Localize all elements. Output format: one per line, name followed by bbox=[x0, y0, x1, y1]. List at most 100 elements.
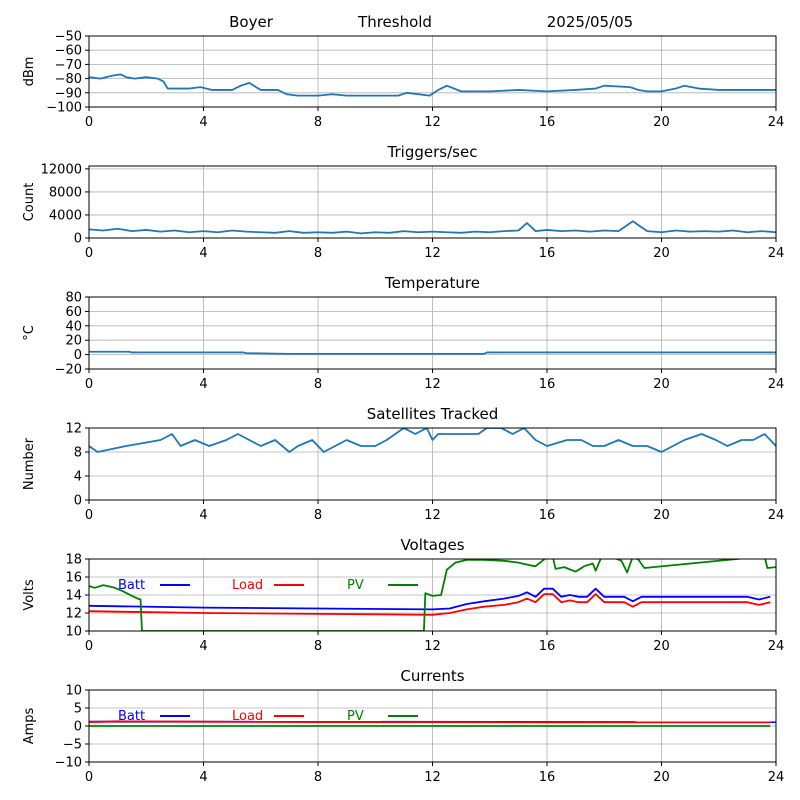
series-line-pv bbox=[89, 559, 776, 631]
y-tick-label: 0 bbox=[74, 232, 82, 247]
x-tick-label: 0 bbox=[85, 246, 93, 261]
y-axis-label: dBm bbox=[22, 57, 37, 87]
x-tick-label: 12 bbox=[424, 115, 441, 130]
x-tick-label: 24 bbox=[768, 639, 785, 654]
y-tick-label: 0 bbox=[74, 348, 82, 363]
y-tick-label: 80 bbox=[65, 291, 82, 306]
x-tick-label: 4 bbox=[199, 770, 207, 785]
y-tick-label: 10 bbox=[65, 684, 82, 699]
x-tick-label: 12 bbox=[424, 639, 441, 654]
y-tick-label: 4000 bbox=[49, 208, 82, 223]
y-tick-label: 0 bbox=[74, 494, 82, 509]
y-tick-label: 8000 bbox=[49, 185, 82, 200]
x-tick-label: 16 bbox=[539, 639, 556, 654]
x-tick-label: 0 bbox=[85, 377, 93, 392]
legend-label-load: Load bbox=[232, 709, 263, 724]
y-tick-label: −10 bbox=[55, 756, 82, 771]
y-tick-label: 8 bbox=[74, 446, 82, 461]
series-line-load bbox=[89, 720, 771, 724]
panel-currents: 0 4 8 12 16 20 24 −10 −5 0 5 10 Currents Amps Batt Load… bbox=[22, 667, 784, 785]
y-tick-label: 10 bbox=[65, 625, 82, 640]
x-tick-label: 4 bbox=[199, 508, 207, 523]
series-line-0 bbox=[89, 220, 776, 235]
y-tick-label: 14 bbox=[65, 589, 82, 604]
y-tick-label: −70 bbox=[55, 58, 82, 73]
y-axis-label: Number bbox=[22, 437, 37, 490]
x-tick-label: 24 bbox=[768, 115, 785, 130]
chart-title: Voltages bbox=[400, 536, 464, 554]
x-tick-label: 8 bbox=[314, 115, 322, 130]
series-line-load bbox=[89, 593, 771, 616]
y-tick-label: 40 bbox=[65, 319, 82, 334]
chart-title: Satellites Tracked bbox=[367, 405, 498, 423]
x-tick-label: 8 bbox=[314, 508, 322, 523]
x-tick-label: 24 bbox=[768, 508, 785, 523]
header-label: Threshold bbox=[357, 13, 432, 31]
legend-label-pv: PV bbox=[347, 578, 364, 593]
y-tick-label: 16 bbox=[65, 571, 82, 586]
y-axis-label: Volts bbox=[22, 579, 37, 611]
x-tick-label: 20 bbox=[653, 115, 670, 130]
legend-label-batt: Batt bbox=[118, 578, 145, 593]
x-tick-label: 20 bbox=[653, 246, 670, 261]
x-tick-label: 4 bbox=[199, 377, 207, 392]
x-tick-label: 16 bbox=[539, 246, 556, 261]
x-tick-label: 20 bbox=[653, 770, 670, 785]
x-tick-label: 16 bbox=[539, 770, 556, 785]
chart-title: Currents bbox=[400, 667, 464, 685]
x-tick-label: 8 bbox=[314, 377, 322, 392]
x-tick-label: 12 bbox=[424, 377, 441, 392]
x-tick-label: 16 bbox=[539, 115, 556, 130]
panel-voltages: 0 4 8 12 16 20 24 10 12 14 16 18 Voltages Volts Batt Lo… bbox=[22, 536, 784, 654]
x-tick-label: 20 bbox=[653, 377, 670, 392]
x-tick-label: 4 bbox=[199, 246, 207, 261]
panel-triggers: 0 4 8 12 16 20 24 0 4000 8000 12000 Triggers/sec Cou… bbox=[22, 143, 784, 261]
header-station: Boyer bbox=[229, 13, 274, 31]
legend-label-load: Load bbox=[232, 578, 263, 593]
series-line-0 bbox=[89, 350, 776, 355]
series-line-0 bbox=[89, 428, 776, 453]
series-line-batt bbox=[89, 587, 771, 611]
series-line-0 bbox=[89, 73, 776, 97]
panel-signal: 0 4 8 12 16 20 24 −100−90−80−70−60−50 dBm bbox=[22, 30, 784, 131]
y-tick-label: 0 bbox=[74, 720, 82, 735]
x-tick-label: 12 bbox=[424, 770, 441, 785]
x-tick-label: 16 bbox=[539, 377, 556, 392]
legend-label-batt: Batt bbox=[118, 709, 145, 724]
chart-title: Triggers/sec bbox=[387, 143, 478, 161]
x-tick-label: 0 bbox=[85, 508, 93, 523]
x-tick-label: 0 bbox=[85, 639, 93, 654]
y-tick-label: 5 bbox=[74, 702, 82, 717]
y-tick-label: 4 bbox=[74, 470, 82, 485]
x-tick-label: 0 bbox=[85, 115, 93, 130]
y-tick-label: −20 bbox=[55, 363, 82, 378]
y-axis-label: Count bbox=[22, 183, 37, 222]
x-tick-label: 16 bbox=[539, 508, 556, 523]
y-tick-label: 12 bbox=[65, 607, 82, 622]
y-tick-label: 18 bbox=[65, 553, 82, 568]
y-tick-label: −5 bbox=[63, 738, 82, 753]
x-tick-label: 8 bbox=[314, 770, 322, 785]
x-tick-label: 12 bbox=[424, 246, 441, 261]
y-tick-label: 60 bbox=[65, 305, 82, 320]
x-tick-label: 12 bbox=[424, 508, 441, 523]
chart-title: Temperature bbox=[384, 274, 480, 292]
x-tick-label: 4 bbox=[199, 639, 207, 654]
y-axis-label: Amps bbox=[22, 707, 37, 744]
x-tick-label: 4 bbox=[199, 115, 207, 130]
x-tick-label: 8 bbox=[314, 639, 322, 654]
y-tick-label: 12 bbox=[65, 422, 82, 437]
y-tick-label: −50 bbox=[55, 30, 82, 45]
y-tick-label: −90 bbox=[55, 86, 82, 101]
x-tick-label: 24 bbox=[768, 770, 785, 785]
y-tick-label: −100 bbox=[46, 101, 82, 116]
y-tick-label: 20 bbox=[65, 334, 82, 349]
y-tick-label: 12000 bbox=[41, 162, 82, 177]
header-date: 2025/05/05 bbox=[547, 13, 633, 31]
legend-label-pv: PV bbox=[347, 709, 364, 724]
panel-satellites: 0 4 8 12 16 20 24 0 4 8 12 Satellites Tracked Number bbox=[22, 405, 784, 523]
x-tick-label: 24 bbox=[768, 246, 785, 261]
